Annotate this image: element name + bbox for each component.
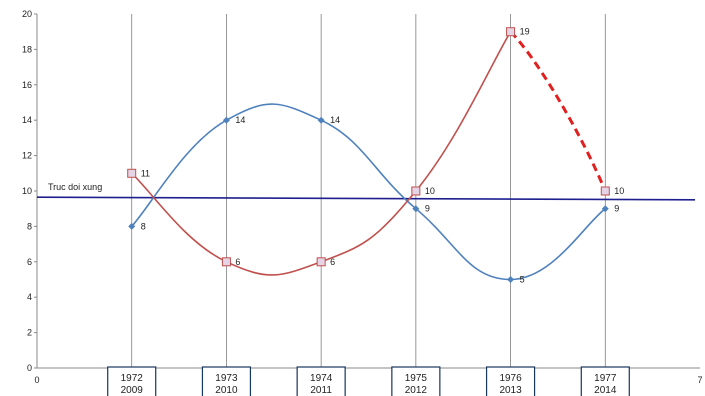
y-tick-label: 14 [22,115,32,125]
x-tick-label: 0 [34,375,39,385]
series-1-line [131,103,606,281]
category-box-frame [201,366,252,396]
y-tick-label: 6 [27,257,32,267]
y-tick-label: 18 [22,44,32,54]
series-1-point [412,205,420,213]
series-2-point [127,168,137,178]
y-tick-label: 16 [22,80,32,90]
category-label-top: 1974 [310,373,333,384]
symmetry-line: Truc doi xung [36,182,696,201]
y-tick-label: 8 [27,221,32,231]
category-box-frame [391,366,441,396]
series-2-point [221,257,231,267]
series-1-point [128,222,136,230]
series-2-line [131,31,512,276]
category-label-top: 1975 [405,373,428,384]
series-1-data-label: 14 [235,115,245,125]
series-2-data-label: 19 [520,27,530,37]
series-1-point [317,116,325,124]
series-1-data-label: 8 [141,221,146,231]
category-label-bottom: 2011 [310,385,332,396]
series-1-data-label: 9 [425,204,430,214]
category-label-top: 1972 [121,373,144,384]
y-tick-labels: 0 2 4 6 8 10 12 14 16 18 20 [22,9,37,373]
symmetry-line-path [36,196,696,201]
category-label-bottom: 2009 [121,385,144,396]
series-1-point [222,116,230,124]
symmetry-line-label: Truc doi xung [48,182,102,192]
series-2-data-label: 6 [330,257,335,267]
series-2-point [600,186,610,196]
y-tick-label: 0 [27,363,32,373]
series-2-data-label: 10 [425,186,435,196]
category-box-frame [485,366,536,396]
series-2-point [411,186,421,196]
y-tick-label: 20 [22,9,32,19]
category-box-frame [107,366,157,396]
category-label-bottom: 2014 [594,385,617,396]
y-tick-label: 12 [22,151,32,161]
series-2-data-label: 10 [614,186,624,196]
category-label-bottom: 2012 [405,385,428,396]
series-1-data-label: 5 [520,275,525,285]
series-2-point [506,27,516,37]
series-2-data-label: 11 [141,168,150,178]
category-box-frame [580,366,630,396]
series-1-point [601,205,609,213]
x-tick-label: 7 [697,375,702,385]
axes [36,14,700,369]
series-1-data-label: 14 [330,115,340,125]
y-tick-label: 10 [22,186,32,196]
category-box-frame [296,366,346,396]
y-tick-label: 4 [27,292,32,302]
series-1-data-label: 9 [614,204,619,214]
category-label-top: 1977 [594,373,617,384]
category-label-top: 1973 [215,373,238,384]
series-2-point [316,257,326,267]
category-label-bottom: 2010 [215,385,238,396]
series-2-dashed-segment [509,30,607,192]
series-1-point [507,276,515,283]
series-2-data-label: 6 [235,257,240,267]
y-tick-label: 2 [27,328,32,338]
category-label-top: 1976 [499,373,522,384]
vertical-gridlines [131,14,606,368]
category-label-bottom: 2013 [499,385,522,396]
series-group: 8 14 14 9 5 9 11 6 6 10 19 10 [127,27,624,285]
